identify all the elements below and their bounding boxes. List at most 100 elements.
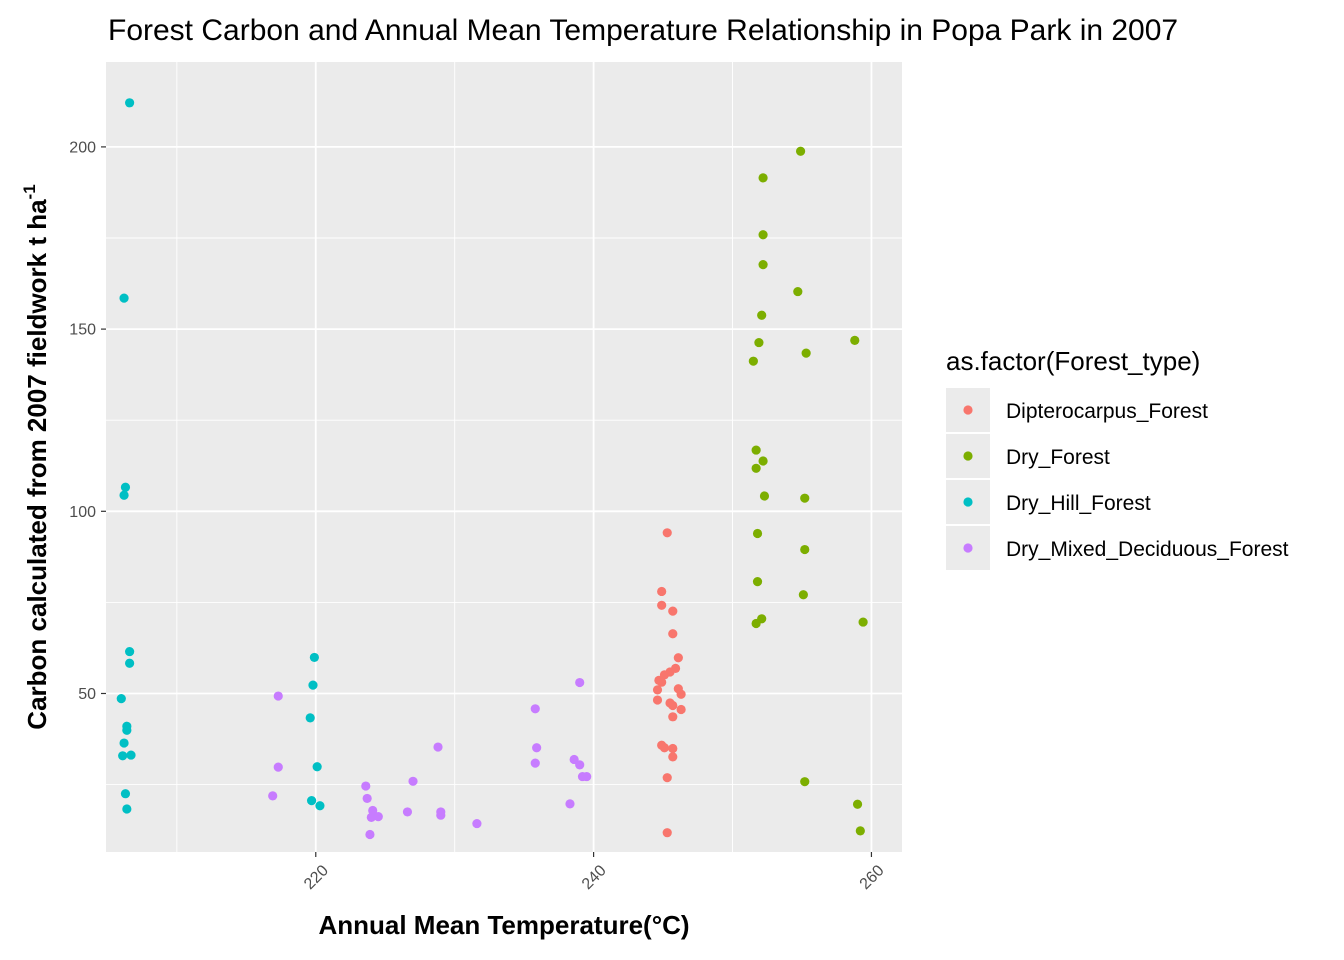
legend-label: Dry_Hill_Forest — [1006, 492, 1151, 515]
y-tick-label: 200 — [69, 139, 96, 156]
data-point — [306, 796, 317, 806]
data-point — [575, 677, 585, 688]
data-point — [795, 146, 806, 156]
data-point — [793, 286, 803, 297]
data-point — [759, 491, 770, 501]
data-point — [530, 704, 540, 714]
data-point — [652, 695, 663, 705]
x-axis-title: Annual Mean Temperature(°C) — [318, 910, 689, 940]
data-point — [855, 826, 865, 836]
data-point — [748, 356, 758, 366]
legend-item: Dry_Mixed_Deciduous_Forest — [946, 526, 1289, 570]
data-point — [308, 680, 318, 690]
data-point — [402, 807, 413, 817]
data-point — [116, 693, 126, 704]
data-point — [305, 713, 315, 723]
data-point — [668, 752, 678, 762]
grid-minor — [106, 62, 902, 852]
legend-marker — [963, 451, 973, 461]
data-point — [362, 793, 372, 804]
data-point — [373, 812, 383, 822]
data-point — [757, 310, 767, 320]
data-point — [668, 712, 678, 722]
y-axis-title-superscript: -1 — [20, 184, 39, 199]
data-point — [122, 804, 132, 814]
legend-title: as.factor(Forest_type) — [946, 346, 1200, 376]
data-point — [125, 658, 135, 668]
data-point — [850, 335, 860, 345]
data-point — [659, 743, 670, 753]
data-point — [273, 691, 283, 701]
legend-item: Dipterocarpus_Forest — [946, 388, 1208, 432]
data-point — [800, 544, 810, 555]
data-point — [754, 337, 764, 348]
data-point — [361, 781, 371, 791]
data-point — [312, 762, 322, 772]
data-point — [798, 590, 808, 600]
data-point — [758, 173, 768, 183]
data-point — [657, 600, 667, 610]
data-point — [676, 704, 686, 715]
data-point — [758, 260, 768, 270]
data-point — [368, 805, 378, 816]
y-axis-ticks: 50 100 150 200 — [69, 139, 106, 703]
data-point — [408, 776, 418, 786]
data-point — [751, 445, 761, 455]
data-point — [575, 760, 585, 770]
data-point — [565, 799, 575, 809]
data-point — [119, 738, 129, 748]
legend: Dipterocarpus_Forest Dry_Forest Dry_Hill_F… — [946, 388, 1289, 570]
data-point — [652, 685, 663, 695]
data-point — [758, 230, 768, 240]
x-axis-ticks: 220 240 260 — [301, 852, 888, 893]
data-point — [582, 771, 592, 782]
legend-marker — [963, 543, 973, 553]
data-point — [126, 750, 136, 760]
data-point — [120, 482, 131, 492]
data-point — [118, 751, 128, 761]
data-point — [309, 652, 319, 663]
chart-title: Forest Carbon and Annual Mean Temperatur… — [108, 14, 1178, 47]
data-point — [668, 606, 678, 616]
data-point — [315, 801, 325, 811]
y-tick-label: 150 — [69, 322, 96, 339]
data-point — [800, 777, 810, 787]
data-point — [657, 586, 667, 597]
data-point — [668, 700, 678, 711]
data-point — [752, 577, 763, 587]
data-point — [433, 742, 443, 752]
data-point — [125, 98, 135, 108]
x-tick-label: 260 — [857, 862, 888, 893]
plot-panel — [106, 62, 902, 852]
data-point — [662, 528, 672, 538]
legend-marker — [963, 497, 973, 507]
x-tick-label: 240 — [579, 862, 610, 893]
y-tick-label: 50 — [78, 686, 96, 703]
legend-label: Dry_Forest — [1006, 446, 1110, 469]
data-point — [119, 293, 129, 303]
y-axis-title: Carbon calculated from 2007 fieldwork t … — [20, 184, 52, 729]
data-point — [673, 653, 683, 663]
data-point — [800, 493, 810, 503]
legend-item: Dry_Forest — [946, 434, 1110, 478]
data-point — [530, 758, 540, 768]
y-tick-label: 100 — [69, 504, 96, 521]
data-point — [676, 689, 686, 699]
data-point — [858, 617, 868, 627]
y-axis-title-main: Carbon calculated from 2007 fieldwork t … — [22, 199, 52, 730]
data-point — [668, 629, 678, 639]
legend-item: Dry_Hill_Forest — [946, 480, 1151, 524]
data-point — [120, 789, 131, 799]
data-point — [752, 528, 763, 539]
data-point — [662, 773, 672, 783]
data-point — [801, 348, 811, 358]
data-point — [751, 618, 761, 629]
data-point — [436, 810, 446, 820]
data-point — [668, 743, 678, 754]
data-point — [852, 799, 863, 809]
data-point — [662, 828, 672, 838]
data-point — [122, 725, 132, 735]
data-point — [657, 677, 667, 687]
data-point — [125, 646, 135, 657]
